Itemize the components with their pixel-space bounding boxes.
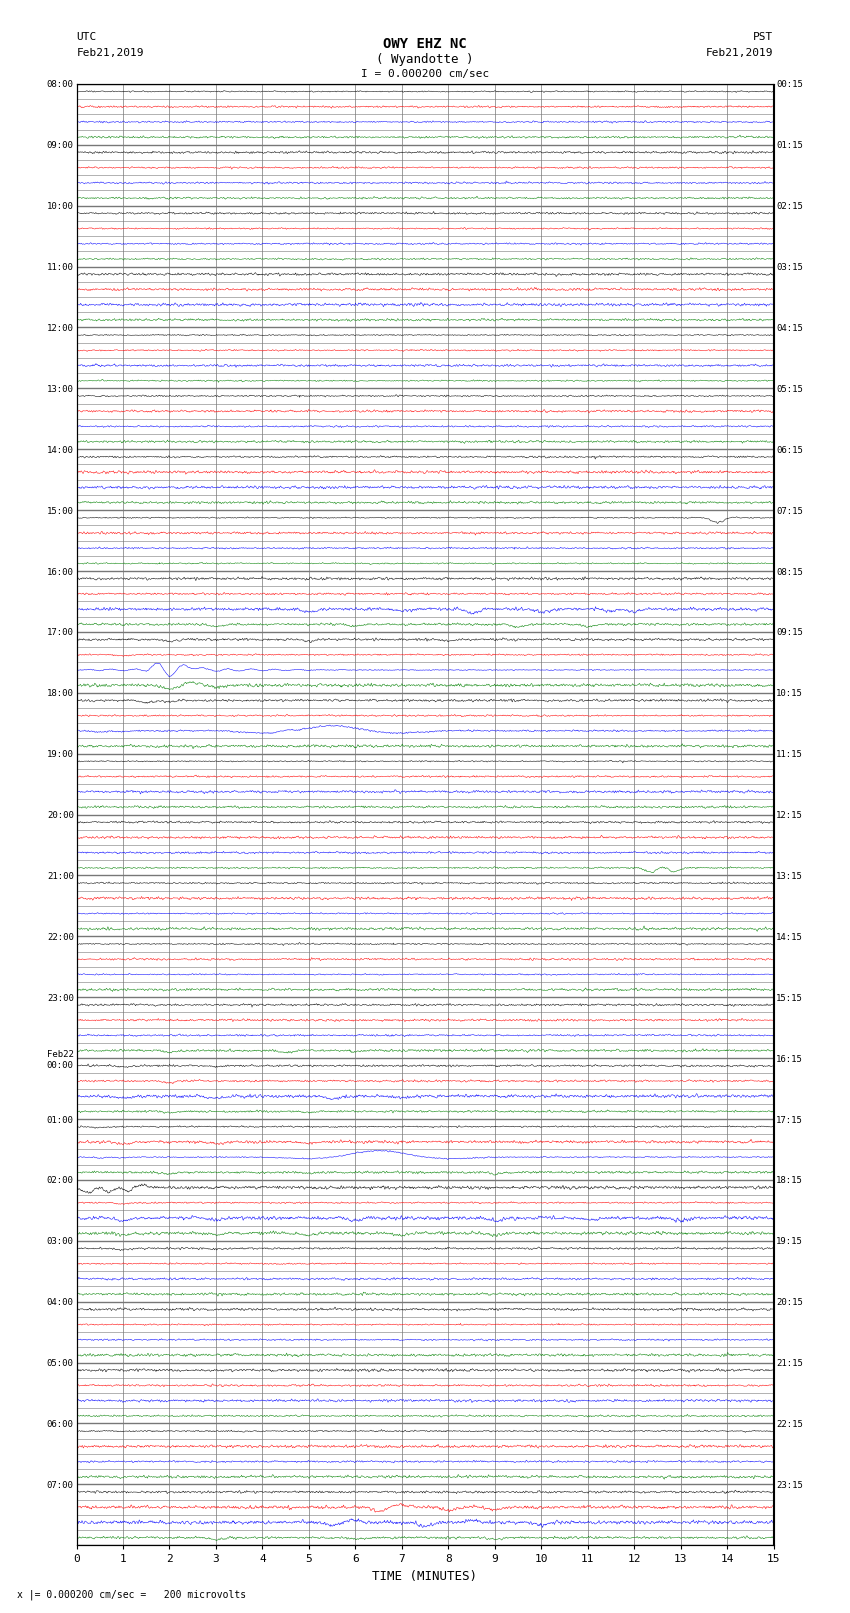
Text: x |= 0.000200 cm/sec =   200 microvolts: x |= 0.000200 cm/sec = 200 microvolts — [17, 1589, 246, 1600]
Text: UTC: UTC — [76, 32, 97, 42]
Text: ( Wyandotte ): ( Wyandotte ) — [377, 53, 473, 66]
Text: Feb21,2019: Feb21,2019 — [706, 48, 774, 58]
Text: I = 0.000200 cm/sec: I = 0.000200 cm/sec — [361, 69, 489, 79]
X-axis label: TIME (MINUTES): TIME (MINUTES) — [372, 1569, 478, 1582]
Text: PST: PST — [753, 32, 774, 42]
Text: Feb21,2019: Feb21,2019 — [76, 48, 144, 58]
Text: OWY EHZ NC: OWY EHZ NC — [383, 37, 467, 52]
